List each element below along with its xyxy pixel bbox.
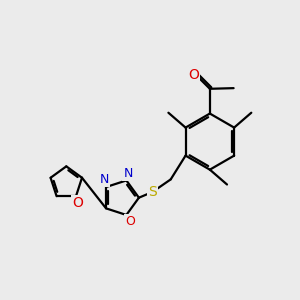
Text: N: N bbox=[100, 173, 109, 186]
Text: O: O bbox=[188, 68, 199, 82]
Text: O: O bbox=[125, 215, 135, 228]
Text: S: S bbox=[148, 185, 157, 199]
Text: N: N bbox=[123, 167, 133, 180]
Text: O: O bbox=[72, 196, 83, 211]
